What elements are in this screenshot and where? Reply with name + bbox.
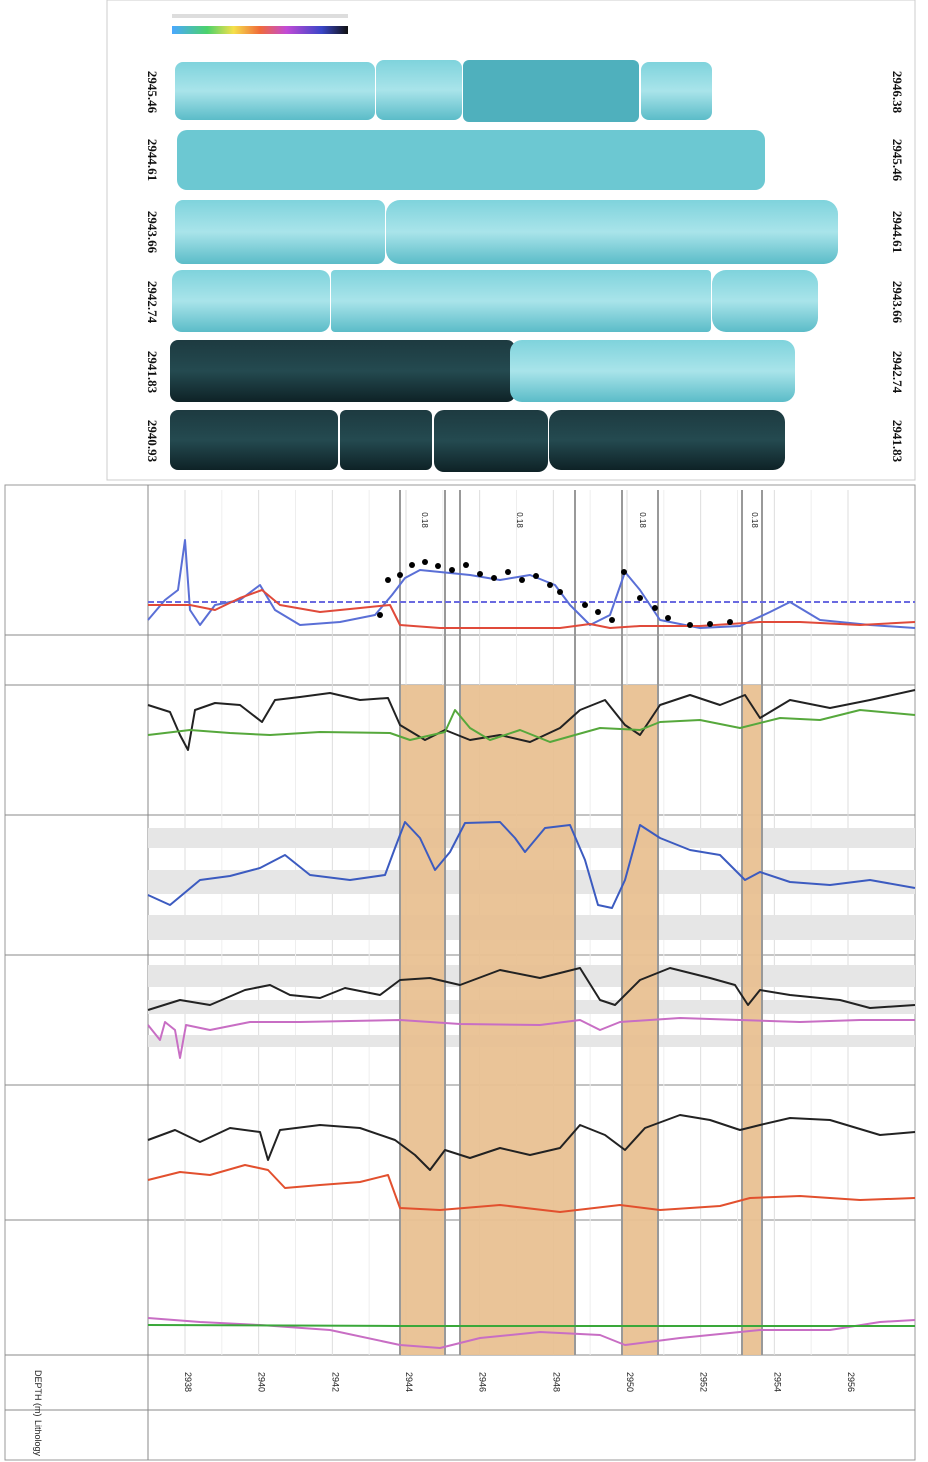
depth-tick-label: 2950	[625, 1372, 635, 1392]
interval-label: 0.18	[515, 512, 524, 528]
depth-tick-label: 2944	[404, 1372, 414, 1392]
core-piece	[549, 410, 785, 470]
core-depth-left: 2942.74	[145, 281, 160, 324]
core-depth-left: 2941.83	[145, 351, 160, 394]
depth-tick-label: 2948	[551, 1372, 561, 1392]
core-depth-left: 2944.61	[145, 139, 160, 181]
interval-label: 0.18	[638, 512, 647, 528]
core-depth-left: 2940.93	[145, 420, 160, 463]
core-piece	[386, 200, 838, 264]
core-piece	[376, 60, 462, 120]
lithology-header: Lithology	[33, 1420, 43, 1457]
interval-label: 0.18	[420, 512, 429, 528]
depth-tick-label: 2954	[772, 1372, 782, 1392]
core-depth-right: 2941.83	[890, 420, 905, 463]
interval-edges	[399, 490, 763, 1355]
core-piece	[170, 340, 515, 402]
core-piece	[331, 270, 711, 332]
core-piece	[641, 62, 712, 120]
scale-bar	[172, 14, 348, 18]
depth-tick-label: 2940	[257, 1372, 267, 1392]
log-curves	[147, 539, 916, 1349]
core-depth-right: 2944.61	[890, 211, 905, 253]
core-photo-panel	[106, 0, 916, 481]
core-rows	[170, 60, 838, 472]
core-depth-right: 2943.66	[890, 281, 905, 324]
track-headers: DEPTH (m) Lithology	[33, 1370, 43, 1457]
depth-tick-label: 2956	[846, 1372, 856, 1392]
core-piece	[175, 62, 375, 120]
core-piece	[172, 270, 330, 332]
core-piece	[340, 410, 432, 470]
core-piece	[170, 410, 338, 470]
depth-tick-label: 2946	[478, 1372, 488, 1392]
core-piece	[434, 410, 548, 472]
core-piece	[175, 200, 385, 264]
log-panel: 0.18 0.18 0.18 0.18 DEPTH (m)	[4, 484, 916, 1461]
depth-tick-label: 2938	[183, 1372, 193, 1392]
color-bar	[172, 26, 348, 34]
depth-tick-label: 2942	[330, 1372, 340, 1392]
interval-labels: 0.18 0.18 0.18 0.18	[420, 512, 759, 528]
core-depth-right: 2942.74	[890, 351, 905, 394]
depth-tick-label: 2952	[699, 1372, 709, 1392]
core-piece	[177, 130, 765, 190]
core-piece	[463, 60, 639, 122]
interval-label: 0.18	[750, 512, 759, 528]
core-piece	[510, 340, 795, 402]
core-depth-left: 2943.66	[145, 211, 160, 254]
core-depth-right: 2946.38	[890, 71, 905, 114]
core-depth-right: 2945.46	[890, 139, 905, 182]
depth-header: DEPTH (m)	[33, 1370, 43, 1417]
core-piece	[712, 270, 818, 332]
core-depth-left: 2945.46	[145, 71, 160, 114]
